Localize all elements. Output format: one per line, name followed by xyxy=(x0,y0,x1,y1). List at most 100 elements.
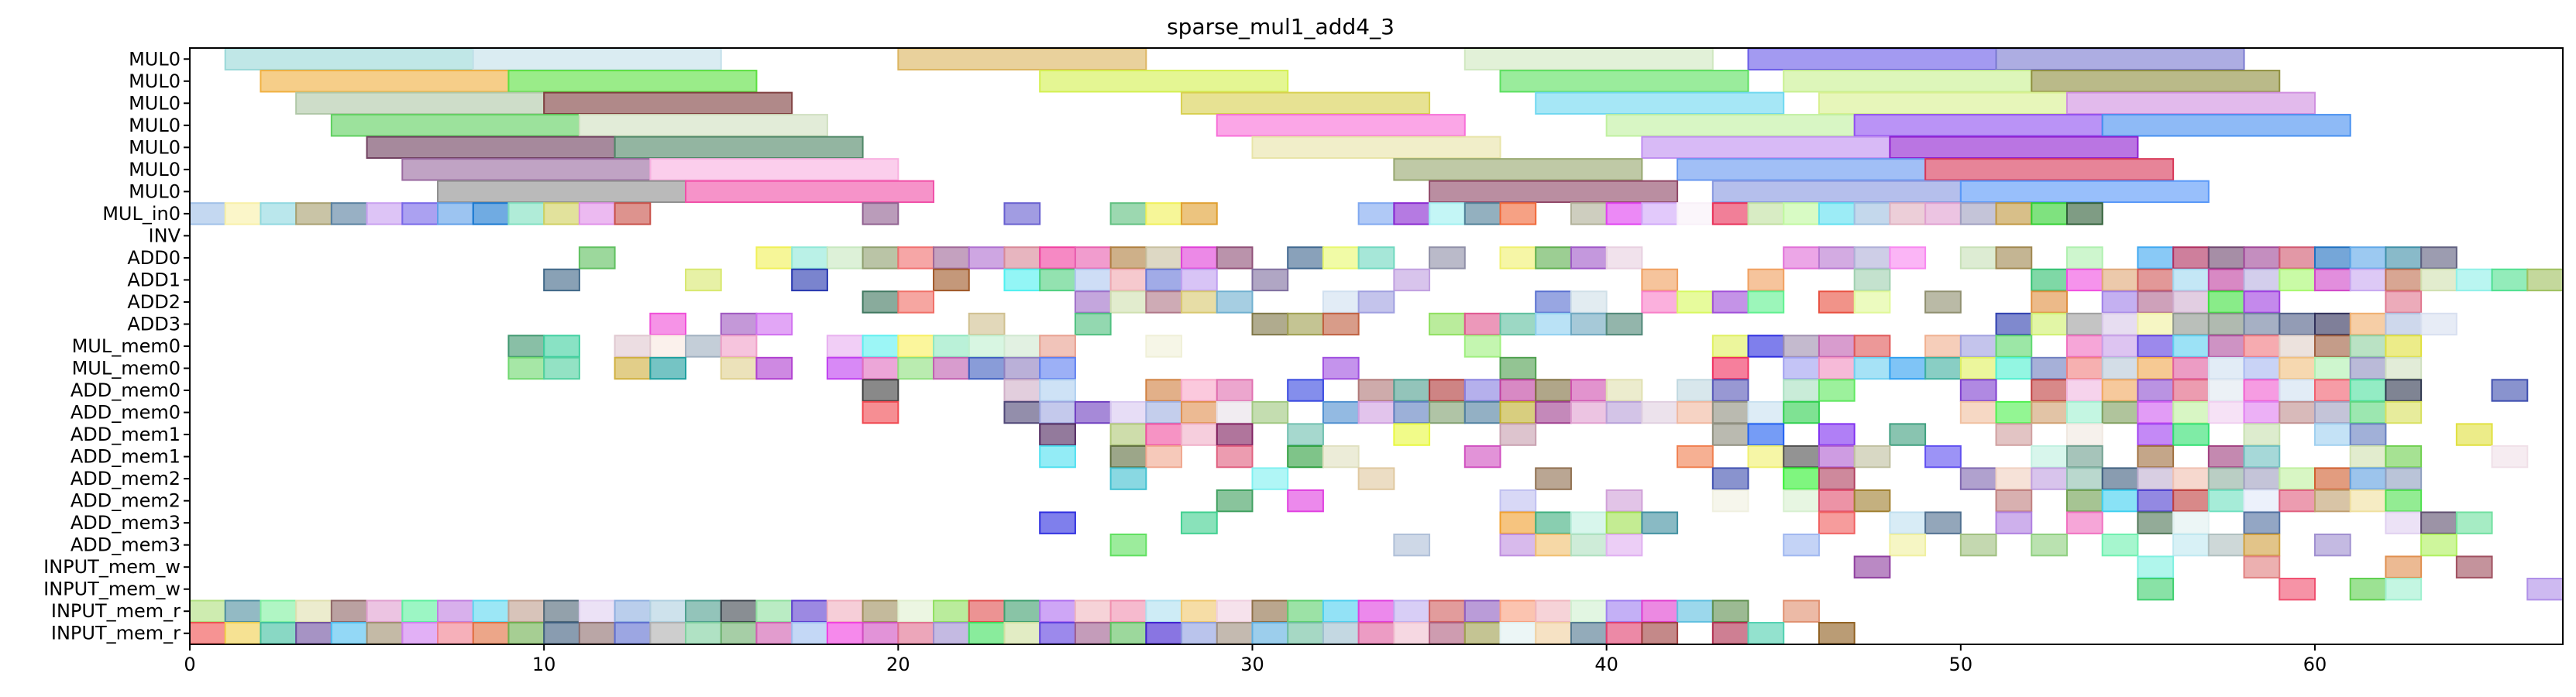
task-bar xyxy=(1181,599,1218,623)
task-bar xyxy=(1463,379,1501,402)
task-bar xyxy=(1287,379,1324,402)
task-bar xyxy=(1322,599,1360,623)
task-bar xyxy=(1995,489,2033,513)
task-bar xyxy=(1074,599,1112,623)
task-bar xyxy=(1853,114,2103,137)
task-bar xyxy=(1145,423,1183,446)
task-bar xyxy=(1747,290,1785,314)
task-bar xyxy=(862,400,899,424)
task-bar xyxy=(1889,202,1927,225)
task-bar xyxy=(968,622,1006,645)
task-bar xyxy=(1853,356,1891,380)
task-bar xyxy=(1322,356,1360,380)
task-bar xyxy=(1570,511,1608,534)
task-bar xyxy=(2101,268,2139,292)
task-bar xyxy=(2172,312,2210,336)
task-bar xyxy=(2137,335,2175,358)
task-bar xyxy=(2172,335,2210,358)
task-bar xyxy=(1499,599,1537,623)
task-bar xyxy=(1109,202,1147,225)
task-bar xyxy=(1535,312,1572,336)
task-bar xyxy=(1463,445,1501,469)
task-bar xyxy=(2243,356,2281,380)
task-bar xyxy=(1145,379,1183,402)
task-bar xyxy=(2207,312,2245,336)
task-bar xyxy=(507,622,545,645)
task-bar xyxy=(2385,467,2423,490)
task-bar xyxy=(968,356,1006,380)
task-bar xyxy=(578,599,616,623)
task-bar xyxy=(2349,312,2387,336)
task-bar xyxy=(1570,290,1608,314)
task-bar xyxy=(1216,246,1254,270)
task-bar xyxy=(1711,335,1749,358)
task-bar xyxy=(2313,268,2351,292)
task-bar xyxy=(2207,335,2245,358)
task-bar xyxy=(1109,622,1147,645)
task-bar xyxy=(1039,423,1076,446)
task-bar xyxy=(1145,268,1183,292)
task-bar xyxy=(2349,578,2387,601)
task-bar xyxy=(1181,400,1218,424)
y-tick-label: ADD_mem2 xyxy=(71,490,181,512)
task-bar xyxy=(897,335,935,358)
task-bar xyxy=(2207,379,2245,402)
task-bar xyxy=(1605,599,1643,623)
task-bar xyxy=(933,356,970,380)
task-bar xyxy=(507,335,545,358)
task-bar xyxy=(1747,423,1785,446)
task-bar xyxy=(1570,400,1608,424)
task-bar xyxy=(2101,312,2139,336)
task-bar xyxy=(1747,335,1785,358)
task-bar xyxy=(1570,202,1608,225)
task-bar xyxy=(1499,312,1537,336)
task-bar xyxy=(1605,400,1643,424)
task-bar xyxy=(1677,599,1714,623)
task-bar xyxy=(1074,312,1112,336)
task-bar xyxy=(2385,335,2423,358)
task-bar xyxy=(649,158,899,181)
y-tick-label: INPUT_mem_r xyxy=(51,600,181,622)
task-bar xyxy=(2065,335,2103,358)
task-bar xyxy=(2349,335,2387,358)
task-bar xyxy=(2455,268,2493,292)
task-bar xyxy=(2455,423,2493,446)
task-bar xyxy=(1605,312,1643,336)
task-bar xyxy=(1003,202,1041,225)
task-bar xyxy=(2385,578,2423,601)
task-bar xyxy=(2420,246,2457,270)
task-bar xyxy=(1429,379,1466,402)
task-bar xyxy=(1995,312,2033,336)
task-bar xyxy=(1463,202,1501,225)
task-bar xyxy=(1499,400,1537,424)
task-bar xyxy=(1783,599,1820,623)
task-bar xyxy=(2207,290,2245,314)
task-bar xyxy=(2455,511,2493,534)
task-bar xyxy=(260,599,297,623)
task-bar xyxy=(1889,511,1927,534)
task-bar xyxy=(791,599,828,623)
task-bar xyxy=(1216,400,1254,424)
task-bar xyxy=(1039,70,1289,93)
task-bar xyxy=(543,599,580,623)
task-bar xyxy=(1853,268,1891,292)
task-bar xyxy=(1499,356,1537,380)
task-bar xyxy=(1499,622,1537,645)
task-bar xyxy=(862,202,899,225)
task-bar xyxy=(968,599,1006,623)
task-bar xyxy=(1039,246,1076,270)
task-bar xyxy=(649,356,687,380)
task-bar xyxy=(2243,246,2281,270)
task-bar xyxy=(2031,356,2068,380)
task-bar xyxy=(1711,290,1749,314)
task-bar xyxy=(543,268,580,292)
task-bar xyxy=(1605,622,1643,645)
x-tick-label: 60 xyxy=(2303,654,2327,675)
task-bar xyxy=(1605,489,1643,513)
task-bar xyxy=(2385,400,2423,424)
task-bar xyxy=(578,246,616,270)
task-bar xyxy=(2279,400,2316,424)
task-bar xyxy=(862,290,899,314)
task-bar xyxy=(1181,290,1218,314)
task-bar xyxy=(578,622,616,645)
